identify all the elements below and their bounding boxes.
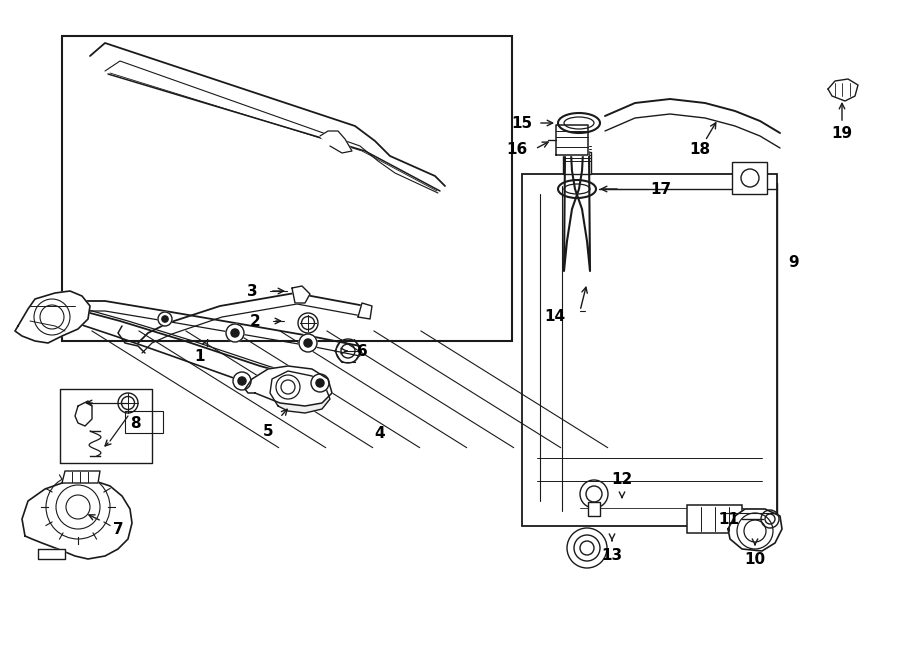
Bar bbox=[522, 174, 777, 526]
Polygon shape bbox=[358, 303, 372, 319]
Text: 8: 8 bbox=[130, 416, 140, 430]
Polygon shape bbox=[556, 125, 588, 155]
Circle shape bbox=[299, 334, 317, 352]
Bar bbox=[563, 152, 591, 174]
Circle shape bbox=[311, 374, 329, 392]
Polygon shape bbox=[728, 509, 782, 551]
Text: 12: 12 bbox=[611, 471, 633, 486]
Text: 16: 16 bbox=[507, 141, 528, 157]
Polygon shape bbox=[270, 371, 330, 413]
Bar bbox=[732, 162, 767, 194]
Text: 11: 11 bbox=[718, 512, 739, 527]
Circle shape bbox=[238, 377, 246, 385]
Polygon shape bbox=[38, 549, 65, 559]
Circle shape bbox=[162, 316, 168, 322]
Circle shape bbox=[158, 312, 172, 326]
Polygon shape bbox=[22, 479, 132, 559]
Text: 9: 9 bbox=[788, 254, 798, 270]
Bar bbox=[125, 411, 163, 433]
Polygon shape bbox=[292, 286, 310, 303]
Text: 10: 10 bbox=[744, 551, 766, 566]
Text: 3: 3 bbox=[247, 284, 257, 299]
Text: 18: 18 bbox=[689, 141, 711, 157]
Bar bbox=[588, 502, 600, 516]
Text: 5: 5 bbox=[263, 424, 274, 438]
Text: 4: 4 bbox=[374, 426, 385, 440]
Polygon shape bbox=[245, 366, 332, 406]
Text: 1: 1 bbox=[194, 348, 205, 364]
Text: 19: 19 bbox=[832, 126, 852, 141]
Text: 15: 15 bbox=[511, 116, 532, 130]
Circle shape bbox=[226, 324, 244, 342]
Text: 6: 6 bbox=[356, 344, 367, 358]
Text: 7: 7 bbox=[112, 522, 123, 537]
Circle shape bbox=[316, 379, 324, 387]
Circle shape bbox=[233, 372, 251, 390]
Bar bbox=[687, 505, 742, 533]
Circle shape bbox=[231, 329, 239, 337]
Text: 2: 2 bbox=[249, 313, 260, 329]
Text: 13: 13 bbox=[601, 549, 623, 563]
Bar bbox=[62, 36, 512, 341]
Polygon shape bbox=[15, 291, 90, 343]
Circle shape bbox=[304, 339, 312, 347]
Polygon shape bbox=[828, 79, 858, 101]
Text: 17: 17 bbox=[650, 182, 671, 196]
Polygon shape bbox=[62, 471, 100, 483]
Polygon shape bbox=[75, 401, 92, 426]
Polygon shape bbox=[320, 131, 352, 153]
Text: 14: 14 bbox=[544, 309, 565, 323]
